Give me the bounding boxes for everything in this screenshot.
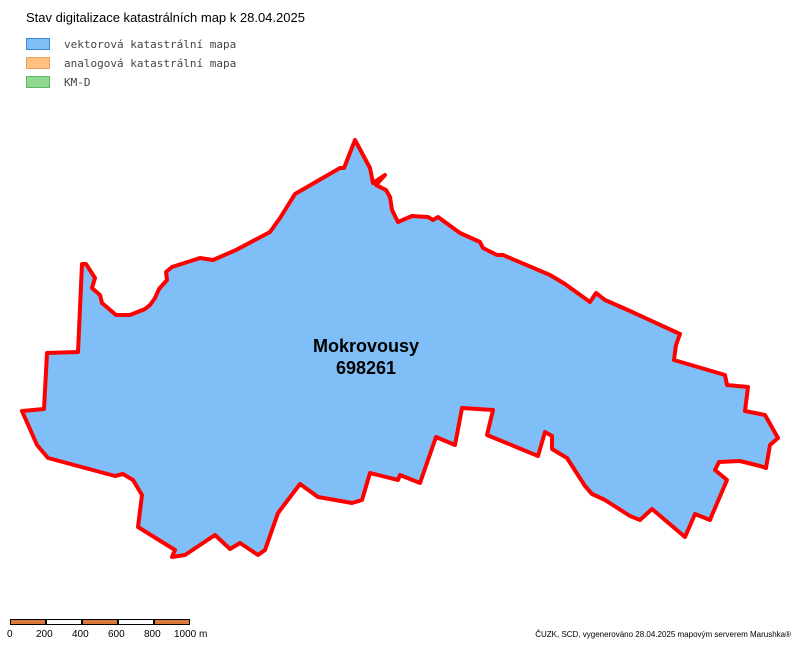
legend-label-analog: analogová katastrální mapa (64, 56, 237, 70)
legend-swatch-analog (26, 57, 50, 69)
scale-tick-label: 0 (7, 629, 13, 640)
cadastral-map[interactable]: Mokrovousy 698261 (0, 0, 800, 600)
scale-bar: 0 200 400 600 800 1000 m (7, 619, 207, 643)
scale-labels: 0 200 400 600 800 1000 m (7, 629, 207, 643)
scale-tick-label: 400 (72, 629, 89, 640)
legend-label-kmd: KM-D (64, 75, 91, 89)
scale-tick-label: 200 (36, 629, 53, 640)
legend-item-analog: analogová katastrální mapa (26, 54, 236, 72)
legend-label-vector: vektorová katastrální mapa (64, 37, 237, 51)
legend: vektorová katastrální mapa analogová kat… (26, 35, 236, 92)
scale-bar-segments (10, 619, 190, 625)
area-name-label: Mokrovousy (313, 336, 419, 356)
scale-tick-label: 1000 m (174, 629, 208, 640)
scale-segment (82, 619, 118, 625)
scale-tick-label: 800 (144, 629, 161, 640)
area-code-label: 698261 (336, 358, 396, 378)
legend-swatch-kmd (26, 76, 50, 88)
legend-item-vector: vektorová katastrální mapa (26, 35, 236, 53)
scale-segment (10, 619, 46, 625)
credit-text: ČUZK, SCD, vygenerováno 28.04.2025 mapov… (535, 630, 791, 639)
scale-tick-label: 600 (108, 629, 125, 640)
cadastral-area-polygon[interactable] (20, 138, 780, 559)
map-title: Stav digitalizace katastrálních map k 28… (26, 10, 305, 25)
legend-item-kmd: KM-D (26, 73, 236, 91)
scale-segment (154, 619, 190, 625)
legend-swatch-vector (26, 38, 50, 50)
scale-segment (118, 619, 154, 625)
scale-segment (46, 619, 82, 625)
